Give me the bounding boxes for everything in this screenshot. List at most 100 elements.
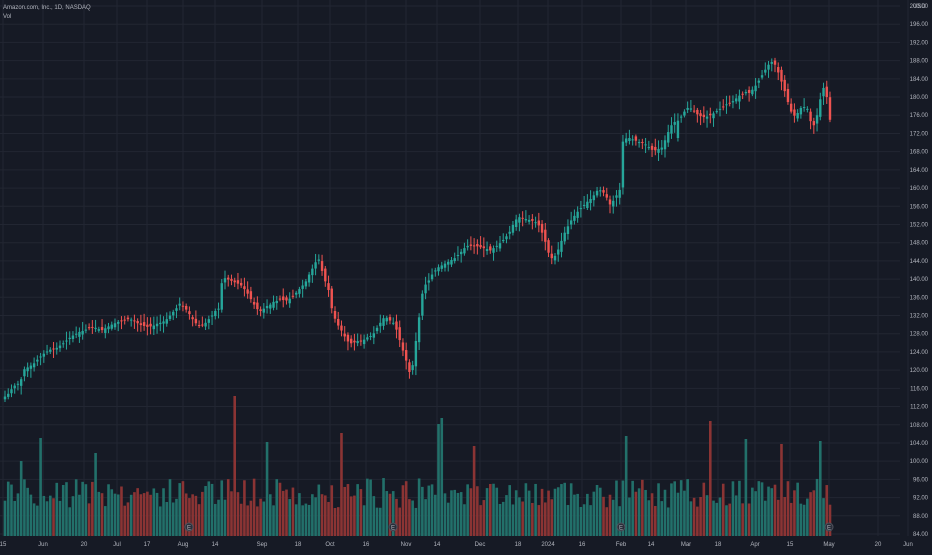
candle-body xyxy=(168,315,172,319)
candle-body xyxy=(547,240,550,253)
candle-body xyxy=(747,89,751,93)
volume-bar xyxy=(780,444,783,536)
x-tick-label: Sep xyxy=(257,542,268,548)
volume-bar xyxy=(84,484,88,536)
volume-bar xyxy=(527,490,531,536)
volume-bar xyxy=(728,503,732,536)
price-axis[interactable]: 200.00 196.00 192.00 188.00 184.00 180.00 176.… xyxy=(910,4,929,538)
candle-body xyxy=(557,249,560,255)
x-tick-label: Jun xyxy=(38,542,48,548)
volume-bar xyxy=(336,507,340,536)
candle-body xyxy=(346,334,350,342)
volume-bar xyxy=(459,492,463,536)
volume-bar xyxy=(230,491,233,536)
y-tick-label: 128.00 xyxy=(910,332,929,338)
volume-bar xyxy=(576,493,579,536)
volume-bar xyxy=(139,494,143,536)
candle-body xyxy=(657,148,660,153)
y-tick-label: 124.00 xyxy=(910,350,929,356)
candle-body xyxy=(246,289,249,294)
volume-bar xyxy=(417,478,421,536)
candle-body xyxy=(479,245,482,248)
volume-bars xyxy=(3,396,832,536)
volume-bar xyxy=(653,505,657,536)
volume-bar xyxy=(508,485,512,536)
volume-bar xyxy=(770,488,774,536)
candle-body xyxy=(709,113,712,116)
volume-bar xyxy=(469,488,473,536)
candle-body xyxy=(595,190,599,196)
y-tick-label: 168.00 xyxy=(910,150,929,156)
volume-bar xyxy=(29,494,33,536)
candle-body xyxy=(217,308,220,310)
candle-body xyxy=(699,113,702,117)
volume-bar xyxy=(317,484,321,536)
candle-body xyxy=(272,301,275,308)
candle-body xyxy=(408,362,411,372)
volume-bar xyxy=(236,492,240,536)
candle-body xyxy=(298,289,301,294)
candle-body xyxy=(780,69,783,82)
volume-bar xyxy=(466,484,469,536)
candle-body xyxy=(663,140,667,150)
candle-body xyxy=(586,201,589,208)
candle-body xyxy=(314,262,317,269)
candle-body xyxy=(722,106,725,108)
volume-bar xyxy=(268,494,272,536)
time-axis[interactable]: 15 Jun 20 Jul 17 Aug 14 Sep 18 Oct 16 Nov 14 Dec 18 202… xyxy=(0,542,913,548)
volume-bar xyxy=(333,507,337,536)
candle-body xyxy=(527,219,531,222)
volume-bar xyxy=(188,498,191,536)
candle-body xyxy=(62,343,65,345)
volume-bar xyxy=(401,485,405,536)
volume-label: Vol xyxy=(3,14,12,20)
volume-bar xyxy=(123,505,127,536)
volume-bar xyxy=(637,488,641,536)
candle-body xyxy=(201,324,204,326)
volume-bar xyxy=(372,496,376,536)
y-tick-label: 100.00 xyxy=(910,459,929,465)
candle-body xyxy=(534,222,537,224)
volume-bar xyxy=(353,495,356,536)
volume-bar xyxy=(191,494,194,536)
volume-bar xyxy=(3,500,7,536)
volume-bar xyxy=(738,480,741,536)
candle-body xyxy=(178,303,181,306)
volume-bar xyxy=(52,498,55,536)
volume-bar xyxy=(36,505,39,536)
volume-bar xyxy=(450,490,453,536)
volume-bar xyxy=(553,488,557,536)
candle-body xyxy=(197,325,201,327)
volume-bar xyxy=(657,483,660,536)
volume-bar xyxy=(81,481,84,536)
candle-body xyxy=(424,284,427,294)
candle-body xyxy=(637,142,641,144)
candle-body xyxy=(718,108,722,110)
candle-body xyxy=(91,326,94,328)
y-tick-label: 104.00 xyxy=(910,441,929,447)
candle-body xyxy=(146,324,149,327)
candle-body xyxy=(388,317,392,321)
earnings-e-badge-icon[interactable] xyxy=(616,522,626,532)
volume-bar xyxy=(463,504,466,536)
volume-bar xyxy=(676,492,680,536)
volume-bar xyxy=(569,483,573,536)
candle-body xyxy=(524,219,528,221)
candle-body xyxy=(511,224,515,233)
y-tick-label: 144.00 xyxy=(910,259,929,265)
earnings-e-badge-icon[interactable] xyxy=(388,522,398,532)
candle-body xyxy=(19,379,23,386)
candle-body xyxy=(447,261,450,265)
volume-bar xyxy=(359,489,363,536)
volume-bar xyxy=(644,489,647,536)
candle-body xyxy=(65,340,68,342)
earnings-e-badge-icon[interactable] xyxy=(824,522,834,532)
y-tick-label: 140.00 xyxy=(910,277,929,283)
volume-bar xyxy=(382,478,385,536)
candle-body xyxy=(692,110,696,112)
volume-bar xyxy=(634,491,638,536)
earnings-e-badge-icon[interactable] xyxy=(184,522,194,532)
